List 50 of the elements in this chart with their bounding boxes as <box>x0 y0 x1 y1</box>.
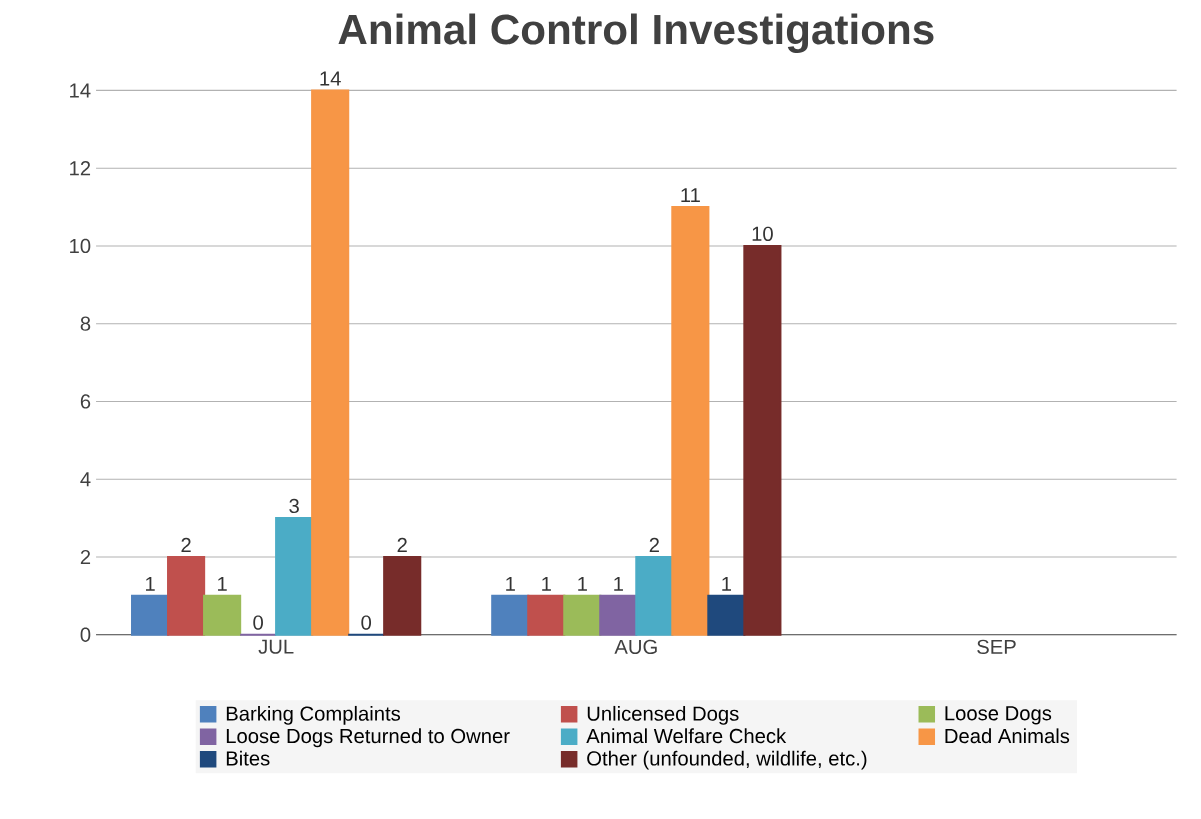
bar <box>743 244 782 636</box>
data-label: 1 <box>506 577 515 591</box>
legend-label: Other (unfounded, wildlife, etc.) <box>587 750 867 770</box>
data-label: 1 <box>145 577 155 591</box>
bar <box>311 89 350 636</box>
legend-label: Dead Animals <box>945 728 1070 744</box>
data-label: 1 <box>722 577 732 591</box>
y-tick-label: 2 <box>80 549 91 565</box>
y-tick-label: 4 <box>80 472 91 487</box>
bar <box>167 555 206 636</box>
data-label: 0 <box>253 615 263 630</box>
data-label: 10 <box>752 226 773 242</box>
bar <box>203 594 242 636</box>
y-tick-label: 6 <box>80 394 91 409</box>
y-tick-label: 12 <box>70 161 91 176</box>
chart-title: Animal Control Investigations <box>338 13 934 54</box>
x-tick-label: AUG <box>614 639 657 655</box>
bar <box>275 517 314 636</box>
data-label: 1 <box>578 577 587 591</box>
data-label: 14 <box>320 71 341 86</box>
bar <box>131 594 170 636</box>
y-tick-label: 14 <box>70 83 91 98</box>
bar <box>383 555 422 636</box>
data-label: 11 <box>681 188 700 203</box>
x-tick-label: SEP <box>977 639 1016 655</box>
x-tick-label: JUL <box>258 639 294 654</box>
y-tick-label: 8 <box>80 316 91 331</box>
data-label: 3 <box>289 498 299 514</box>
bar <box>563 594 602 636</box>
bar <box>599 594 638 636</box>
bar <box>527 594 566 636</box>
legend-label: Barking Complaints <box>226 706 401 725</box>
data-label: 2 <box>397 537 407 553</box>
legend-label: Animal Welfare Check <box>586 728 787 744</box>
bar <box>635 555 674 636</box>
bar <box>671 206 710 636</box>
data-label: 1 <box>614 577 623 591</box>
data-label: 0 <box>361 615 372 630</box>
data-label: 2 <box>649 537 659 553</box>
legend-label: Unlicensed Dogs <box>587 706 739 725</box>
data-label: 1 <box>218 577 227 591</box>
data-label: 2 <box>181 537 191 553</box>
y-tick-label: 0 <box>80 627 91 642</box>
bar <box>707 594 746 636</box>
legend-label: Bites <box>226 750 270 766</box>
data-label: 1 <box>542 577 551 591</box>
y-tick-label: 10 <box>70 238 91 254</box>
bar <box>491 594 530 636</box>
legend-label: Loose Dogs <box>945 706 1052 725</box>
legend-label: Loose Dogs Returned to Owner <box>226 728 510 748</box>
